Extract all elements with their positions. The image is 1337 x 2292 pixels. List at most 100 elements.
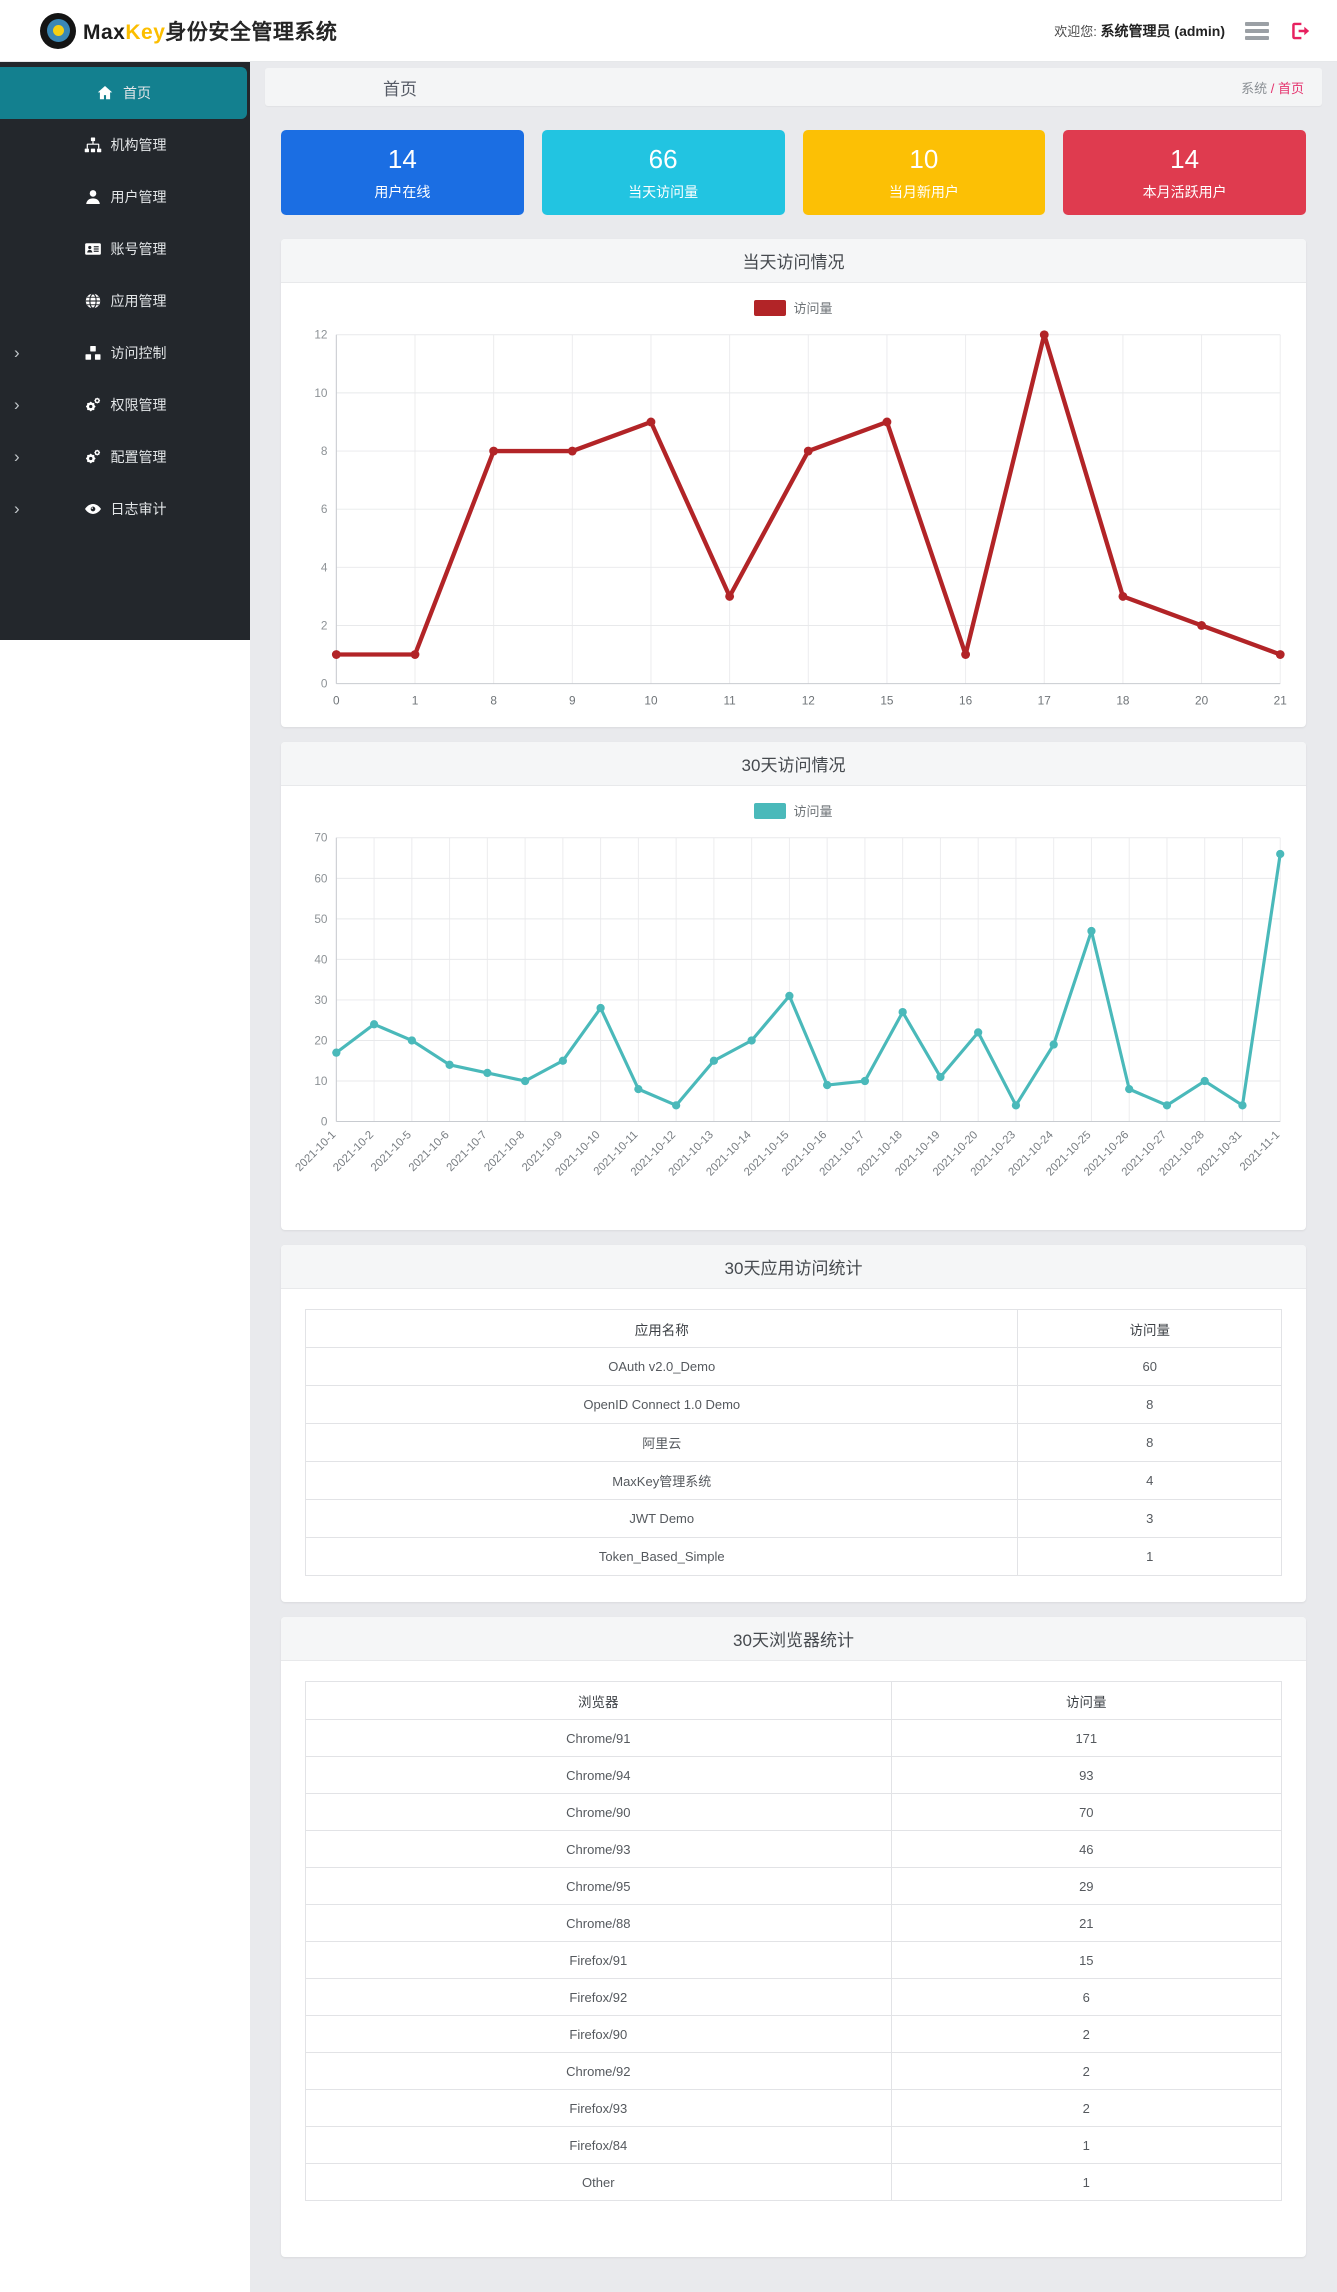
table-row: JWT Demo 3: [304, 1499, 1282, 1539]
app-stats-card-title: 30天应用访问统计: [281, 1245, 1306, 1290]
browser-stats-table: 浏览器 访问量 Chrome/91 171 Chrome/94 93 Chrome/90…: [305, 1681, 1283, 2202]
table-row: Firefox/93 2: [305, 2089, 1283, 2128]
table-cell: 6: [890, 1978, 1283, 2017]
logout-icon[interactable]: [1289, 20, 1311, 42]
table-cell: Firefox/91: [305, 1941, 892, 1980]
chevron-right-icon: ›: [14, 394, 20, 414]
sidebar-menu: 首页 机构管理 用户管理 账号管理 应用管理 › 访问控制 › 权限管理 › 配置管理 › 日志审计: [0, 62, 250, 640]
svg-text:40: 40: [314, 952, 328, 966]
svg-text:50: 50: [314, 912, 328, 926]
svg-text:11: 11: [723, 693, 735, 707]
cubes-icon: [84, 344, 102, 362]
table-cell: 2: [890, 2015, 1283, 2054]
stat-card-month-active-users: 14 本月活跃用户: [1063, 130, 1306, 215]
sidebar-item-account-mgmt[interactable]: 账号管理: [0, 223, 250, 275]
column-header: 浏览器: [305, 1681, 892, 1721]
page-title: 首页: [383, 79, 417, 99]
svg-text:8: 8: [490, 693, 497, 707]
sidebar-item-access-control[interactable]: › 访问控制: [0, 327, 250, 379]
chevron-right-icon: ›: [14, 342, 20, 362]
svg-text:9: 9: [569, 693, 576, 707]
sidebar-item-permission-mgmt[interactable]: › 权限管理: [0, 379, 250, 431]
cogs-icon: [84, 448, 102, 466]
table-cell: 8: [1017, 1423, 1282, 1463]
table-cell: 29: [890, 1867, 1283, 1906]
today-visits-card-title: 当天访问情况: [281, 239, 1306, 283]
stat-card-users-online: 14 用户在线: [281, 130, 524, 215]
sidebar-item-label: 首页: [123, 85, 151, 101]
welcome-text: 欢迎您: 系统管理员 (admin): [1054, 21, 1225, 41]
brand-key: Key: [125, 20, 166, 44]
table-cell: Other: [305, 2163, 892, 2202]
table-cell: 46: [890, 1830, 1283, 1869]
table-row: Chrome/93 46: [305, 1830, 1283, 1869]
table-row: MaxKey管理系统 4: [304, 1461, 1282, 1501]
sidebar-item-org-mgmt[interactable]: 机构管理: [0, 119, 250, 171]
table-row: OAuth v2.0_Demo 60: [304, 1347, 1282, 1387]
table-cell: 4: [1017, 1461, 1282, 1501]
welcome-prefix: 欢迎您:: [1054, 23, 1097, 39]
table-cell: Chrome/90: [305, 1793, 892, 1832]
id-card-icon: [84, 240, 102, 258]
sidebar: 首页 机构管理 用户管理 账号管理 应用管理 › 访问控制 › 权限管理 › 配置管理 › 日志审计: [0, 62, 250, 2292]
menu-toggle-icon[interactable]: [1245, 21, 1269, 40]
table-cell: MaxKey管理系统: [304, 1461, 1019, 1501]
table-row: Chrome/90 70: [305, 1793, 1283, 1832]
browser-stats-card-title: 30天浏览器统计: [281, 1617, 1306, 1662]
sidebar-item-log-audit[interactable]: › 日志审计: [0, 483, 250, 535]
sidebar-item-config-mgmt[interactable]: › 配置管理: [0, 431, 250, 483]
table-row: OpenID Connect 1.0 Demo 8: [304, 1385, 1282, 1425]
monthly-visits-card: 30天访问情况 访问量 0 10 20 30 40 50 60 70 2021-10-1 2021…: [281, 742, 1306, 1231]
table-cell: Chrome/88: [305, 1904, 892, 1943]
table-cell: 171: [890, 1719, 1283, 1758]
sidebar-item-user-mgmt[interactable]: 用户管理: [0, 171, 250, 223]
chevron-right-icon: ›: [14, 446, 20, 466]
app-stats-table: 应用名称 访问量 OAuth v2.0_Demo 60 OpenID Connect…: [304, 1309, 1282, 1577]
page-header: 首页 系统 / 首页: [265, 68, 1322, 106]
monthly-visits-card-title: 30天访问情况: [281, 742, 1306, 787]
table-cell: 93: [890, 1756, 1283, 1795]
table-row: Chrome/94 93: [305, 1756, 1283, 1795]
table-row: Chrome/88 21: [305, 1904, 1283, 1943]
sidebar-item-label: 日志审计: [110, 501, 167, 517]
table-row: Firefox/84 1: [305, 2126, 1283, 2165]
legend-label: 访问量: [793, 804, 833, 820]
table-cell: Token_Based_Simple: [304, 1537, 1019, 1577]
today-visits-legend[interactable]: 访问量: [291, 289, 1296, 321]
today-visits-card: 当天访问情况 访问量 0 2 4 6 8 10 12 0 1 8 9 10 11 12 15 16 17 18 20…: [281, 239, 1306, 728]
table-cell: Firefox/92: [305, 1978, 892, 2017]
svg-text:10: 10: [644, 693, 658, 707]
svg-text:0: 0: [321, 1115, 328, 1129]
table-cell: Chrome/94: [305, 1756, 892, 1795]
sidebar-item-app-mgmt[interactable]: 应用管理: [0, 275, 250, 327]
column-header: 访问量: [1017, 1309, 1282, 1349]
breadcrumb-separator: /: [1267, 80, 1278, 96]
monthly-visits-legend[interactable]: 访问量: [291, 792, 1296, 824]
brand-max: Max: [83, 20, 126, 44]
svg-text:18: 18: [1116, 693, 1130, 707]
browser-stats-card: 30天浏览器统计 浏览器 访问量 Chrome/91 171 Chrome/94 93…: [281, 1617, 1306, 2258]
svg-text:4: 4: [321, 560, 328, 574]
table-cell: Chrome/92: [305, 2052, 892, 2091]
sidebar-item-label: 访问控制: [110, 345, 167, 361]
column-header: 访问量: [890, 1681, 1283, 1721]
table-cell: 阿里云: [304, 1423, 1019, 1463]
stat-value: 10: [909, 143, 939, 174]
breadcrumb-current[interactable]: 首页: [1277, 80, 1304, 96]
table-cell: 2: [890, 2089, 1283, 2128]
table-cell: 3: [1017, 1499, 1282, 1539]
table-row: 阿里云 8: [304, 1423, 1282, 1463]
sidebar-item-home[interactable]: 首页: [0, 67, 247, 119]
home-icon: [96, 84, 114, 102]
monthly-visits-chart: 0102030405060702021-10-12021-10-22021-10…: [293, 831, 1285, 1179]
svg-text:2021-11-1: 2021-11-1: [1238, 1129, 1282, 1173]
svg-text:10: 10: [314, 1074, 328, 1088]
table-cell: 1: [890, 2126, 1283, 2165]
stat-card-today-visits: 66 当天访问量: [541, 130, 785, 215]
svg-text:8: 8: [321, 444, 328, 458]
stat-card-month-new-users: 10 当月新用户: [802, 130, 1046, 215]
table-row: Other 1: [305, 2163, 1283, 2202]
svg-text:30: 30: [314, 993, 328, 1007]
table-row: Token_Based_Simple 1: [304, 1537, 1282, 1577]
